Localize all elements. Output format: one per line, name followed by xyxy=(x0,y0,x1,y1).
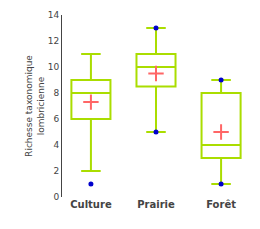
svg-text:12: 12 xyxy=(48,36,59,46)
svg-text:10: 10 xyxy=(48,62,60,72)
svg-text:4: 4 xyxy=(53,140,59,150)
svg-text:0: 0 xyxy=(53,192,59,202)
svg-text:Culture: Culture xyxy=(70,199,112,210)
svg-text:Prairie: Prairie xyxy=(137,199,175,210)
svg-text:Richesse taxonomiquelombricien: Richesse taxonomiquelombricienne xyxy=(24,55,46,157)
svg-text:6: 6 xyxy=(53,114,59,124)
svg-text:Forêt: Forêt xyxy=(206,199,236,210)
svg-text:8: 8 xyxy=(53,88,59,98)
svg-text:14: 14 xyxy=(48,10,60,20)
svg-text:2: 2 xyxy=(53,166,59,176)
